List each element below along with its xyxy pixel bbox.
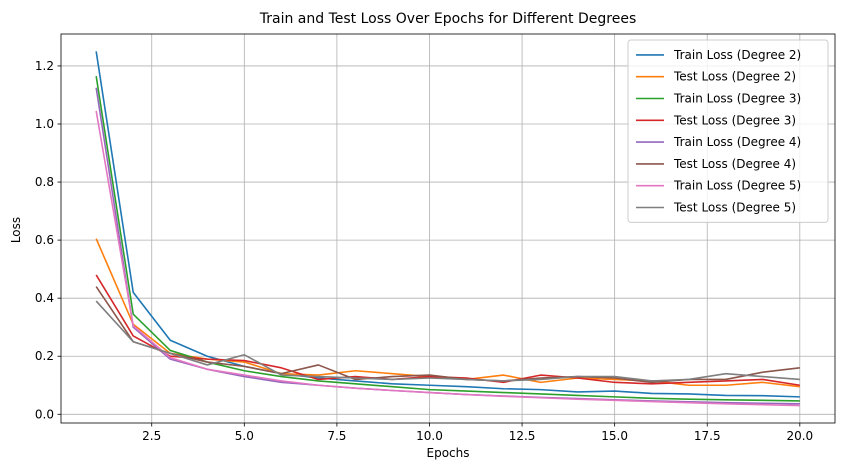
legend-label: Train Loss (Degree 2): [673, 48, 801, 62]
x-axis-ticks: 2.5 5.0 7.5 10.0 12.5 15.0 17.5 20.0: [142, 423, 813, 443]
x-tick-label: 10.0: [416, 429, 443, 443]
chart-title: Train and Test Loss Over Epochs for Diff…: [259, 11, 637, 27]
y-tick-label: 0.4: [35, 291, 54, 305]
legend-box: [627, 39, 829, 223]
series-lines: [95, 51, 800, 407]
x-tick-label: 15.0: [601, 429, 628, 443]
y-axis-label: Loss: [9, 217, 23, 243]
legend-label: Test Loss (Degree 2): [673, 70, 796, 84]
y-tick-label: 0.2: [35, 349, 54, 363]
legend-label: Test Loss (Degree 4): [673, 157, 796, 171]
x-tick-label: 2.5: [142, 429, 161, 443]
x-tick-label: 20.0: [786, 429, 813, 443]
y-tick-label: 0.8: [35, 175, 54, 189]
legend-label: Test Loss (Degree 3): [673, 113, 796, 127]
y-axis-ticks: 0.0 0.2 0.4 0.6 0.8 1.0 1.2: [35, 59, 61, 421]
x-tick-label: 7.5: [327, 429, 346, 443]
series-line-7: [95, 110, 800, 407]
legend-label: Test Loss (Degree 5): [673, 201, 796, 215]
x-tick-label: 12.5: [509, 429, 536, 443]
legend-label: Train Loss (Degree 3): [673, 92, 801, 106]
legend-label: Train Loss (Degree 4): [673, 135, 801, 149]
series-line-8: [95, 300, 800, 382]
x-tick-label: 5.0: [235, 429, 254, 443]
y-tick-label: 1.2: [35, 59, 54, 73]
x-tick-label: 17.5: [694, 429, 721, 443]
plot-frame: [60, 33, 836, 424]
legend: Train Loss (Degree 2) Test Loss (Degree 2…: [627, 39, 829, 223]
y-tick-label: 0.6: [35, 233, 54, 247]
y-tick-label: 1.0: [35, 117, 54, 131]
series-line-1: [95, 51, 800, 398]
x-axis-label: Epochs: [427, 446, 470, 460]
y-tick-label: 0.0: [35, 407, 54, 421]
legend-label: Train Loss (Degree 5): [673, 179, 801, 193]
